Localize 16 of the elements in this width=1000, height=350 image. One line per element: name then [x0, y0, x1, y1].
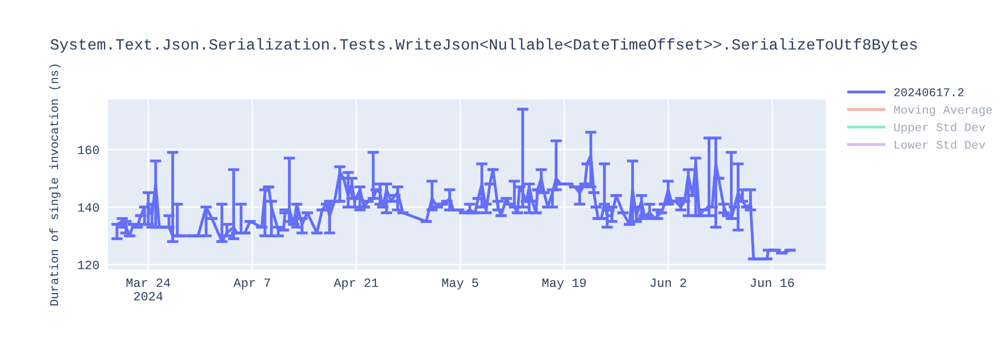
- legend-label: Moving Average: [894, 105, 992, 116]
- y-tick-label: 140: [78, 203, 99, 212]
- x-tick-label: May 5: [442, 278, 478, 290]
- x-tick-label: Jun 16: [750, 278, 794, 288]
- y-tick-label: 160: [78, 146, 99, 154]
- legend-label: Upper Std Dev: [894, 122, 986, 134]
- x-tick-label: Apr 7: [233, 278, 270, 290]
- legend-label: 20240617.2: [894, 88, 964, 96]
- x-tick-label: Jun 2: [650, 278, 686, 288]
- chart-title: System.Text.Json.Serialization.Tests.WriteJson<Nullable<DateTimeOffset>>.SerializeToUtf8Bytes: [50, 38, 917, 53]
- x-tick-label: Apr 21: [334, 278, 378, 290]
- x-tick-label: May 19: [542, 278, 586, 290]
- y-tick-label: 120: [78, 260, 99, 270]
- x-tick-label: Mar 24 2024: [126, 278, 170, 300]
- legend-label: Lower Std Dev: [894, 140, 986, 149]
- y-axis-title: Duration of single invocation (ns): [49, 64, 60, 306]
